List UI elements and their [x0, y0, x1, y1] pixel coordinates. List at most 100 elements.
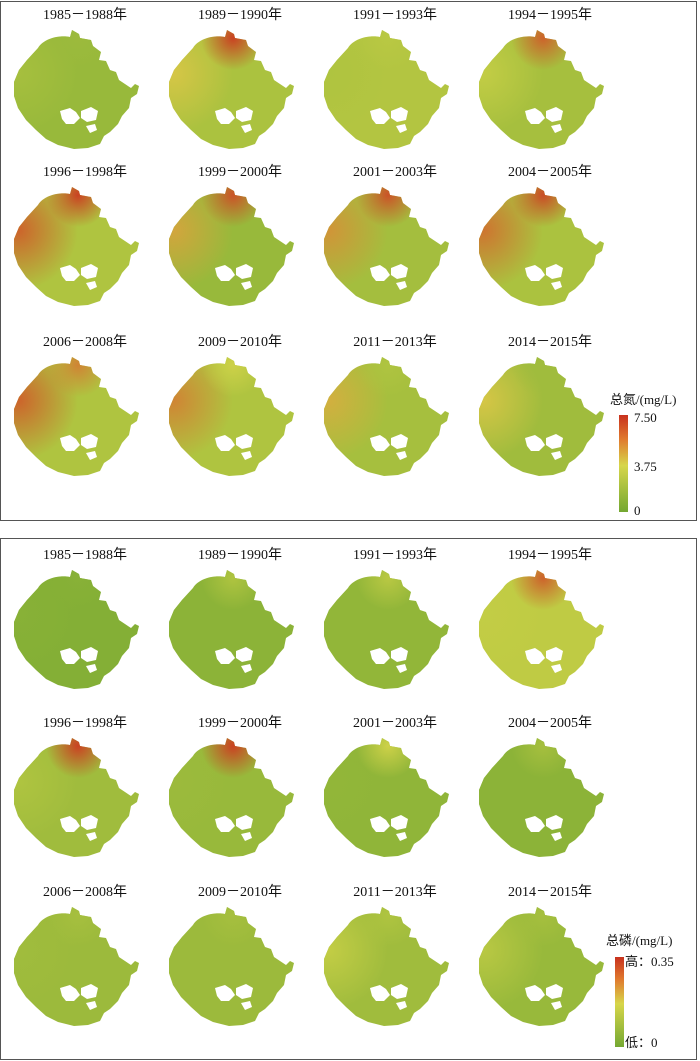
tn-map-5: 1996－1998年 — [0, 165, 170, 335]
tp-map-7: 2001－2003年 — [310, 716, 480, 886]
tp-island — [546, 647, 563, 662]
tn-lake-heatmap — [169, 357, 294, 476]
tp-lake-heatmap — [479, 907, 604, 1026]
tn-island — [391, 434, 408, 449]
tn-island — [391, 264, 408, 279]
tp-island — [60, 816, 80, 832]
tp-island — [81, 984, 98, 999]
tn-period-label: 2004－2005年 — [508, 165, 592, 180]
tn-lake-heatmap — [169, 187, 294, 306]
tn-map-1: 1985－1988年 — [0, 8, 170, 178]
tn-island — [551, 124, 562, 133]
tp-lake-heatmap — [479, 570, 604, 689]
tp-island — [86, 832, 97, 841]
tn-period-label: 2001－2003年 — [353, 165, 437, 180]
tp-island — [525, 816, 545, 832]
tp-island — [236, 647, 253, 662]
tp-legend-min: 低：0 — [625, 1035, 658, 1050]
tn-island — [391, 107, 408, 122]
tn-island — [396, 451, 407, 460]
tn-map-8: 2004－2005年 — [465, 165, 635, 335]
tn-lake-heatmap — [169, 30, 294, 149]
tp-north-bay-hotspot — [14, 738, 139, 857]
tp-island — [60, 985, 80, 1001]
tp-north-bay-hotspot — [324, 738, 449, 857]
tp-island — [525, 648, 545, 664]
tn-island — [546, 434, 563, 449]
tn-period-label: 2014－2015年 — [508, 335, 592, 350]
tp-island — [551, 832, 562, 841]
tp-map-4: 1994－1995年 — [465, 548, 635, 718]
tp-island — [86, 1001, 97, 1010]
tn-legend-max: 7.50 — [634, 410, 657, 425]
tp-island — [370, 816, 390, 832]
tp-map-10: 2009－2010年 — [155, 885, 325, 1055]
tn-island — [241, 281, 252, 290]
tn-island — [396, 281, 407, 290]
tn-map-4: 1994－1995年 — [465, 8, 635, 178]
tn-legend-min: 0 — [634, 503, 641, 518]
tp-period-label: 1985－1988年 — [43, 548, 127, 563]
tn-lake-heatmap — [479, 357, 604, 476]
tn-island — [546, 264, 563, 279]
tn-island — [546, 107, 563, 122]
tp-period-label: 2001－2003年 — [353, 716, 437, 731]
tn-north-bay-hotspot — [324, 187, 449, 306]
tn-north-bay-hotspot — [169, 30, 294, 149]
tp-north-bay-hotspot — [169, 570, 294, 689]
tp-map-12: 2014－2015年 — [465, 885, 635, 1055]
tn-map-11: 2011－2013年 — [310, 335, 480, 505]
tn-island — [60, 435, 80, 451]
tp-lake-heatmap — [169, 907, 294, 1026]
tn-map-6: 1999－2000年 — [155, 165, 325, 335]
tp-island — [391, 815, 408, 830]
tn-period-label: 1994－1995年 — [508, 8, 592, 23]
tp-map-5: 1996－1998年 — [0, 716, 170, 886]
tp-island — [241, 1001, 252, 1010]
tn-island — [81, 434, 98, 449]
tn-lake-heatmap — [324, 357, 449, 476]
tn-island — [215, 265, 235, 281]
tn-lake-heatmap — [479, 30, 604, 149]
tp-island — [396, 1001, 407, 1010]
tp-legend-title: 总磷/(mg/L) — [606, 933, 673, 948]
tp-map-2: 1989－1990年 — [155, 548, 325, 718]
tp-north-bay-hotspot — [14, 570, 139, 689]
tn-north-bay-hotspot — [479, 187, 604, 306]
tn-island — [86, 281, 97, 290]
tp-island — [241, 664, 252, 673]
tn-map-7: 2001－2003年 — [310, 165, 480, 335]
tp-period-label: 1989－1990年 — [198, 548, 282, 563]
tp-island — [370, 985, 390, 1001]
tp-island — [241, 832, 252, 841]
tp-lake-heatmap — [14, 570, 139, 689]
tn-lake-heatmap — [14, 187, 139, 306]
tp-map-1: 1985－1988年 — [0, 548, 170, 718]
tp-island — [86, 664, 97, 673]
tp-north-bay-hotspot — [169, 907, 294, 1026]
tp-period-label: 2006－2008年 — [43, 885, 127, 900]
tp-lake-heatmap — [169, 738, 294, 857]
tp-period-label: 2004－2005年 — [508, 716, 592, 731]
tp-legend-colorbar — [615, 957, 624, 1047]
tn-period-label: 1996－1998年 — [43, 165, 127, 180]
tp-island — [396, 664, 407, 673]
tp-north-bay-hotspot — [479, 570, 604, 689]
tp-map-11: 2011－2013年 — [310, 885, 480, 1055]
tp-island — [60, 648, 80, 664]
tp-island — [215, 648, 235, 664]
tn-island — [241, 451, 252, 460]
tn-island — [215, 435, 235, 451]
tn-north-bay-hotspot — [14, 187, 139, 306]
tp-lake-heatmap — [14, 738, 139, 857]
tn-period-label: 1991－1993年 — [353, 8, 437, 23]
tp-map-6: 1999－2000年 — [155, 716, 325, 886]
tp-north-bay-hotspot — [324, 570, 449, 689]
tn-lake-heatmap — [324, 30, 449, 149]
tp-island — [391, 647, 408, 662]
tn-lake-heatmap — [14, 357, 139, 476]
tp-map-8: 2004－2005年 — [465, 716, 635, 886]
tp-island — [525, 985, 545, 1001]
tn-island — [236, 434, 253, 449]
tn-map-2: 1989－1990年 — [155, 8, 325, 178]
